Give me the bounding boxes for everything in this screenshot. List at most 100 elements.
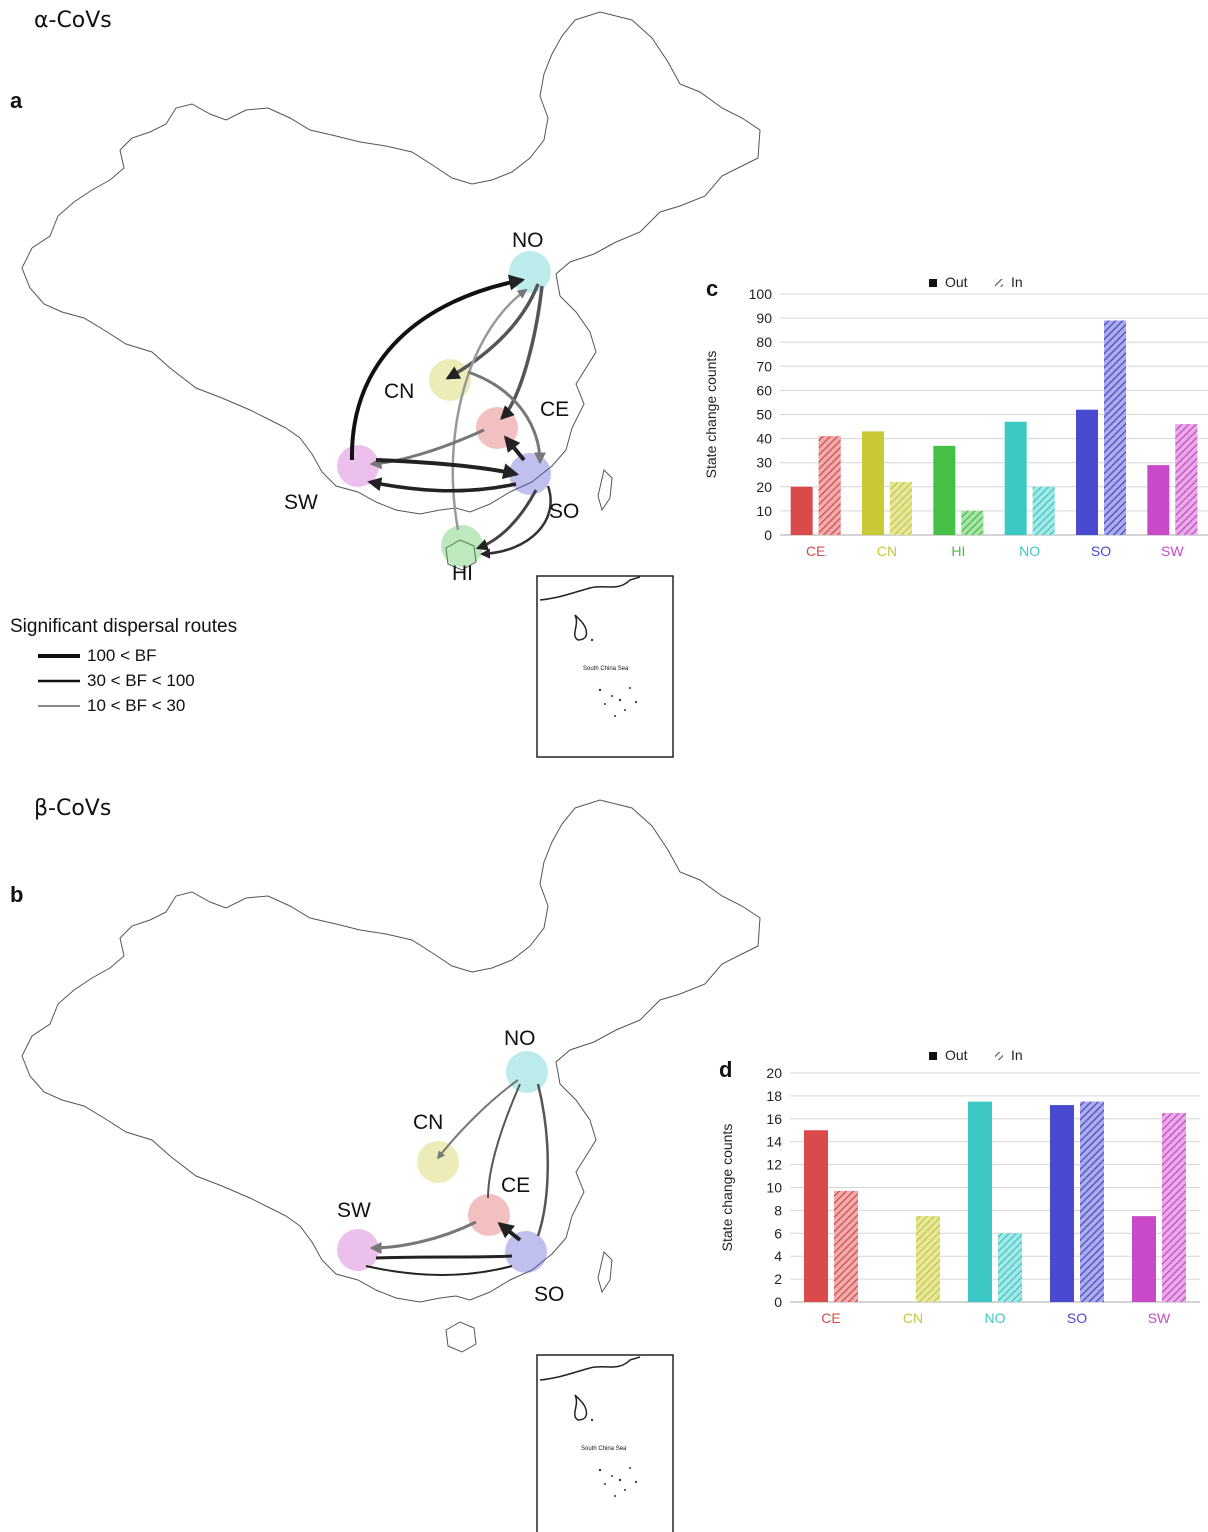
panel-letter-a: a <box>10 88 23 113</box>
bar-out-CE <box>804 1130 828 1302</box>
map-b-inset <box>536 1354 674 1532</box>
inset-b-label: South China Sea <box>581 1446 627 1452</box>
map-a-outline <box>21 11 761 515</box>
legend-item-100: 100 < BF <box>87 646 157 665</box>
map-a-island <box>445 539 477 571</box>
x-tick-label-CN: CN <box>877 543 897 559</box>
bar-in-CN-hatch <box>890 481 912 535</box>
legend-title: Significant dispersal routes <box>10 616 238 637</box>
route-SO-SW <box>367 477 517 493</box>
route-NO-CE <box>500 285 544 420</box>
legend-item-30: 30 < BF < 100 <box>87 671 195 690</box>
y-tick-label: 0 <box>774 1294 782 1310</box>
region-label-HI: HI <box>452 562 473 585</box>
bar-in-SW-hatch <box>1175 424 1198 535</box>
y-tick-label: 8 <box>774 1202 782 1218</box>
region-label-b-SW: SW <box>337 1199 371 1222</box>
x-tick-label-CN: CN <box>903 1310 923 1326</box>
route-b-NO-SO <box>536 1083 549 1237</box>
route-SO-CE <box>503 435 526 462</box>
route-b-SO-CE <box>497 1222 522 1242</box>
map-a-routes <box>349 274 552 559</box>
legend-swatch-in <box>995 1052 1003 1060</box>
region-HI-circle <box>441 525 483 567</box>
region-label-SW: SW <box>284 491 318 514</box>
bar-out-HI <box>933 445 956 535</box>
bar-out-SO <box>1076 409 1098 535</box>
panel-letter-d: d <box>719 1057 733 1082</box>
map-a-taiwan <box>597 469 613 512</box>
inset-a-label: South China Sea <box>583 666 629 672</box>
bar-out-NO <box>1004 421 1027 535</box>
bar-in-CE-hatch <box>818 436 841 535</box>
y-tick-label: 60 <box>756 382 772 398</box>
x-tick-label-CE: CE <box>806 543 825 559</box>
y-tick-label: 16 <box>766 1111 782 1127</box>
y-tick-label: 10 <box>766 1180 782 1196</box>
route-NO-CN <box>445 283 540 380</box>
legend-label-out: Out <box>945 274 968 290</box>
region-CN-circle-b <box>417 1141 459 1183</box>
bar-out-SW <box>1147 465 1170 535</box>
bar-in-SO-hatch <box>1080 1101 1104 1302</box>
region-CN-circle <box>429 359 471 401</box>
y-tick-label: 40 <box>756 431 772 447</box>
bar-in-HI-hatch <box>961 510 984 535</box>
route-CE-SW <box>369 428 485 470</box>
y-tick-label: 30 <box>756 455 772 471</box>
bar-in-CN-hatch <box>916 1216 940 1302</box>
legend-label-in: In <box>1011 1047 1023 1063</box>
x-tick-label-HI: HI <box>951 543 965 559</box>
y-tick-label: 2 <box>774 1271 782 1287</box>
region-SO-circle-b <box>505 1231 547 1273</box>
route-SO-HI-2 <box>480 485 552 559</box>
inset-b-coast <box>539 1356 641 1421</box>
y-tick-label: 80 <box>756 334 772 350</box>
region-SW-circle-b <box>337 1229 379 1271</box>
chart-c: 0 10 20 30 40 50 60 70 80 90 100 State change count… <box>703 274 1208 559</box>
legend-label-in: In <box>1011 274 1023 290</box>
bar-in-SW-hatch <box>1162 1113 1186 1302</box>
route-SW-SO <box>375 458 520 480</box>
y-tick-label: 100 <box>749 286 773 302</box>
map-b <box>21 799 761 1353</box>
bar-out-SW <box>1132 1216 1156 1302</box>
y-tick-label: 70 <box>756 358 772 374</box>
y-tick-label: 20 <box>766 1065 782 1081</box>
region-label-b-CN: CN <box>413 1111 444 1134</box>
y-tick-label: 14 <box>766 1134 782 1150</box>
y-axis-label: State change counts <box>703 351 719 479</box>
x-tick-label-NO: NO <box>985 1310 1006 1326</box>
bar-in-CE-hatch <box>834 1190 858 1302</box>
route-b-CE-SW <box>369 1220 477 1254</box>
bar-in-NO-hatch <box>1032 486 1055 535</box>
bar-in-NO-hatch <box>998 1233 1022 1302</box>
x-tick-label-NO: NO <box>1019 543 1040 559</box>
route-SO-HI <box>475 489 538 551</box>
legend-label-out: Out <box>945 1047 968 1063</box>
x-tick-label-SO: SO <box>1091 543 1111 559</box>
section-title-alpha: α-CoVs <box>34 8 112 33</box>
map-b-regions <box>337 1051 548 1273</box>
legend-item-10: 10 < BF < 30 <box>87 696 186 715</box>
region-label-b-SO: SO <box>534 1283 565 1306</box>
inset-a-coast <box>539 576 641 641</box>
map-a-regions <box>337 251 551 567</box>
map-b-outline <box>21 799 761 1303</box>
y-tick-label: 18 <box>766 1088 782 1104</box>
y-axis-label: State change counts <box>719 1124 735 1252</box>
x-tick-label-CE: CE <box>821 1310 840 1326</box>
bar-out-CN <box>862 431 884 535</box>
legend-lines <box>38 654 80 707</box>
region-label-SO: SO <box>549 500 580 523</box>
chart-d: 0 2 4 6 8 10 12 14 16 18 20 State change counts CE CN… <box>719 1047 1200 1326</box>
map-a <box>21 11 761 571</box>
y-tick-label: 0 <box>764 527 772 543</box>
route-SW-NO <box>349 274 526 461</box>
x-tick-label-SO: SO <box>1067 1310 1087 1326</box>
bar-in-SO-hatch <box>1104 320 1126 535</box>
route-b-SW-SO <box>375 1254 513 1260</box>
bar-out-CE <box>790 486 813 535</box>
y-tick-label: 12 <box>766 1157 782 1173</box>
